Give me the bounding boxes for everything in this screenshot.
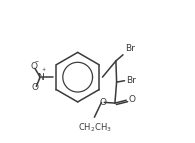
Text: O: O xyxy=(99,98,106,107)
Text: $^-$: $^-$ xyxy=(33,59,40,65)
Text: $^+$: $^+$ xyxy=(40,68,47,74)
Text: CH$_2$CH$_3$: CH$_2$CH$_3$ xyxy=(78,121,112,134)
Text: Br: Br xyxy=(127,76,136,85)
Text: O: O xyxy=(30,62,37,72)
Text: N: N xyxy=(37,73,43,82)
Text: O: O xyxy=(128,95,135,104)
Text: Br: Br xyxy=(125,44,135,53)
Text: O: O xyxy=(32,83,39,92)
